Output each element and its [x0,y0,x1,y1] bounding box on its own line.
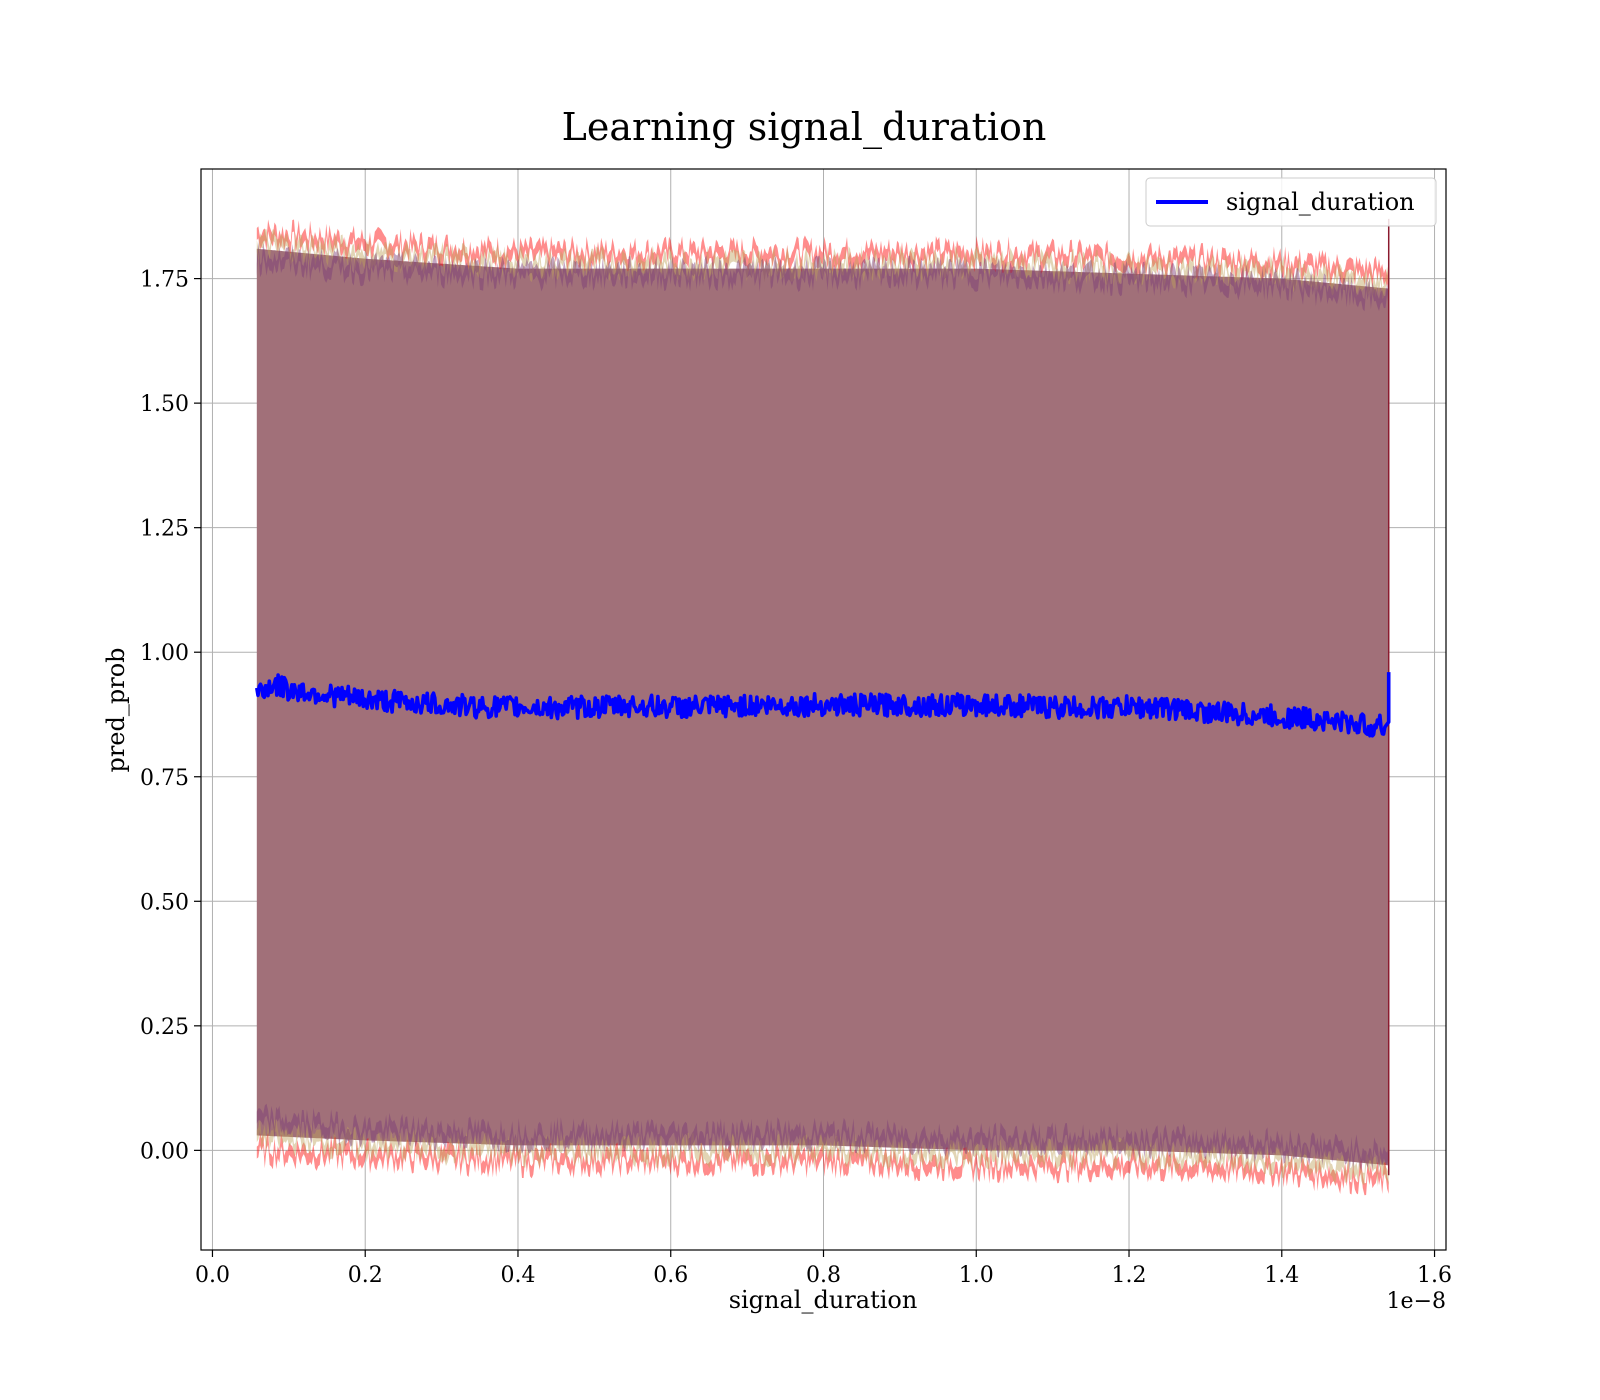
y-tick-label: 0.50 [140,890,189,915]
band-edge-upper [256,219,1389,289]
band-edge-lower [256,1117,1389,1187]
x-axis-label: signal_duration [729,1286,918,1314]
y-tick-label: 1.75 [140,268,189,293]
y-axis-label: pred_prob [102,647,130,772]
legend: signal_duration [1145,177,1437,227]
y-tick-label: 1.00 [140,641,189,666]
legend-entry-label: signal_duration [1226,188,1415,216]
x-tick-label: 1.6 [1417,1263,1452,1288]
band-edge-upper [256,240,1389,312]
band-edge-upper [256,229,1389,300]
chart-title: Learning signal_duration [562,105,1047,150]
x-tick-label: 0.2 [348,1263,383,1288]
x-tick-label: 1.2 [1112,1263,1147,1288]
y-tick-label: 1.50 [140,392,189,417]
y-tick-label: 0.75 [140,766,189,791]
band-edge-lower [256,1103,1389,1172]
legend-box [1145,177,1437,227]
series-lines [255,672,1391,738]
x-axis-offset-text: 1e−8 [1387,1289,1446,1314]
series-line [255,672,1391,738]
y-tick-label: 0.00 [140,1139,189,1164]
x-tick-label: 1.0 [959,1263,994,1288]
x-tick-label: 0.0 [195,1263,230,1288]
y-tick-label: 1.25 [140,517,189,542]
y-axis-ticks: 0.00 0.25 0.50 0.75 1.00 1.25 1.50 1.75 [140,268,201,1164]
x-tick-label: 1.4 [1264,1263,1299,1288]
plot-area [200,168,1447,1251]
y-tick-label: 0.25 [140,1015,189,1040]
x-tick-label: 0.4 [500,1263,535,1288]
x-axis-ticks: 0.0 0.2 0.4 0.6 0.8 1.0 1.2 1.4 1.6 [195,1250,1452,1288]
x-tick-label: 0.8 [806,1263,841,1288]
band-edge-lower [256,1133,1389,1196]
x-tick-label: 0.6 [653,1263,688,1288]
